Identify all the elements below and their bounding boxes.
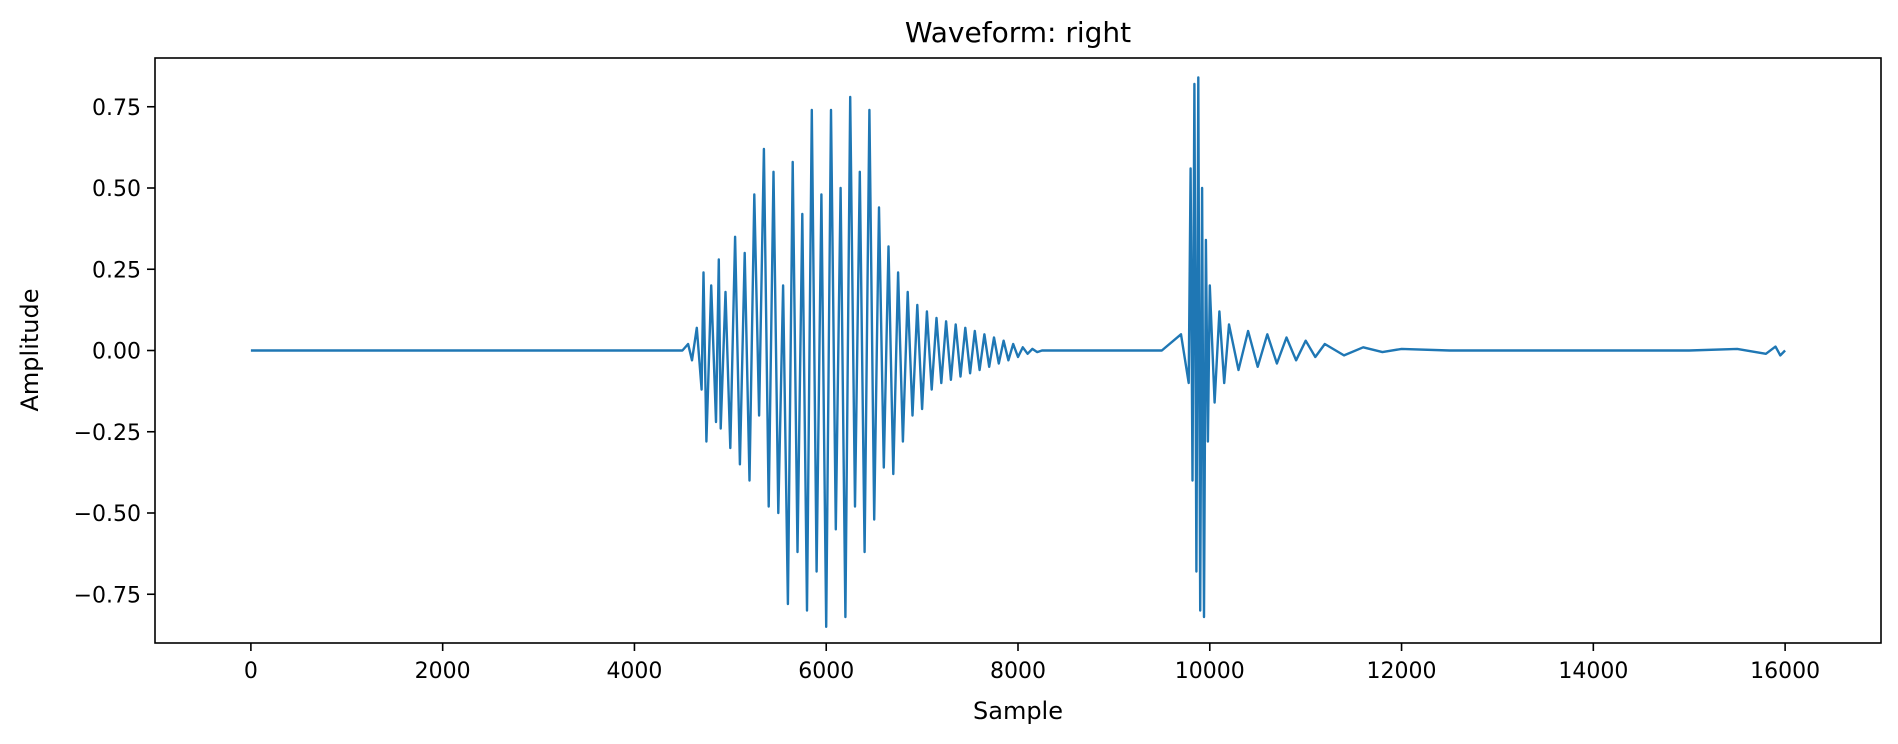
- x-tick-label: 14000: [1558, 659, 1628, 684]
- x-tick-label: 4000: [606, 659, 662, 684]
- plot-area: [154, 57, 1882, 644]
- x-axis: 0 2000 4000 6000 8000 10000 12000 14000 16000: [244, 643, 1820, 684]
- x-tick-label: 2000: [415, 659, 471, 684]
- y-tick-label: −0.75: [74, 583, 141, 608]
- y-tick-label: −0.50: [74, 502, 141, 527]
- y-tick-label: 0.75: [92, 96, 141, 121]
- y-tick-label: 0.50: [92, 177, 141, 202]
- chart-title: Waveform: right: [905, 16, 1131, 49]
- waveform-line: [250, 76, 1786, 628]
- y-axis: −0.75 −0.50 −0.25 0.00 0.25 0.50 0.75: [74, 96, 155, 608]
- x-tick-label: 6000: [798, 659, 854, 684]
- x-tick-label: 0: [244, 659, 258, 684]
- x-tick-label: 12000: [1367, 659, 1437, 684]
- x-tick-label: 10000: [1175, 659, 1245, 684]
- x-axis-title: Sample: [973, 697, 1063, 725]
- y-axis-title: Amplitude: [16, 289, 44, 412]
- x-tick-label: 8000: [990, 659, 1046, 684]
- y-tick-label: 0.25: [92, 258, 141, 283]
- x-tick-label: 16000: [1750, 659, 1820, 684]
- y-tick-label: 0.00: [92, 340, 141, 365]
- y-tick-label: −0.25: [74, 421, 141, 446]
